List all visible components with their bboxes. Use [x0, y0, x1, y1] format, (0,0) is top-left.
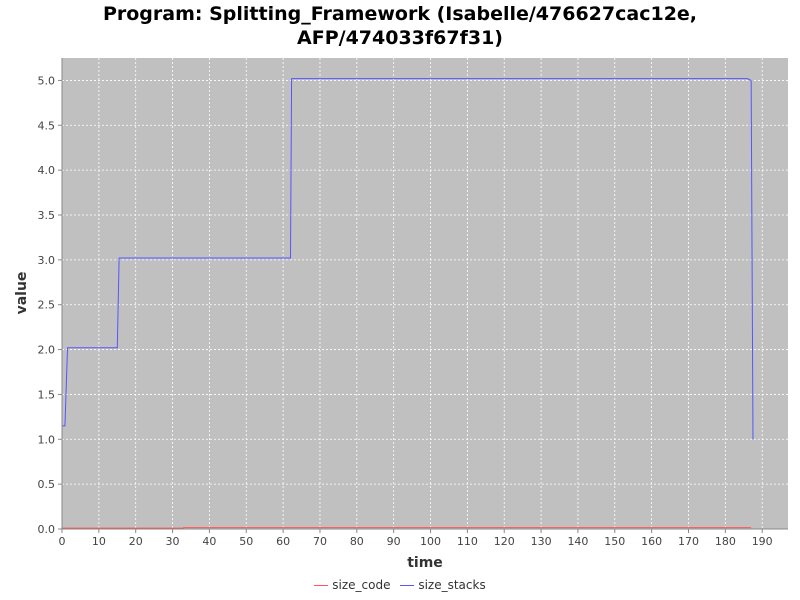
x-tick-label: 0 — [59, 535, 66, 548]
x-tick-label: 180 — [715, 535, 736, 548]
x-tick-label: 60 — [276, 535, 290, 548]
chart-title-line2: AFP/474033f67f31) — [297, 27, 503, 49]
x-tick-label: 90 — [387, 535, 401, 548]
legend-swatch-size-code — [314, 585, 329, 586]
legend-swatch-size-stacks — [400, 585, 415, 586]
x-tick-label: 30 — [166, 535, 180, 548]
x-tick-label: 120 — [494, 535, 515, 548]
x-tick-label: 10 — [92, 535, 106, 548]
x-tick-label: 170 — [678, 535, 699, 548]
y-tick-label: 1.0 — [38, 433, 56, 446]
y-tick-label: 0.5 — [38, 478, 56, 491]
y-tick-label: 1.5 — [38, 388, 56, 401]
legend: size_code size_stacks — [0, 578, 800, 592]
series-line-size-stacks — [62, 78, 754, 440]
x-tick-label: 160 — [641, 535, 662, 548]
y-tick-label: 3.5 — [38, 209, 56, 222]
y-tick-label: 5.0 — [38, 74, 56, 87]
plot-area — [62, 58, 788, 529]
x-tick-label: 190 — [752, 535, 773, 548]
legend-item-size-code: size_code — [314, 578, 391, 592]
y-tick-label: 3.0 — [38, 254, 56, 267]
y-axis-label: value — [14, 272, 30, 315]
legend-item-size-stacks: size_stacks — [400, 578, 486, 592]
legend-label-size-stacks: size_stacks — [418, 578, 486, 592]
chart-title-line1: Program: Splitting_Framework (Isabelle/4… — [102, 3, 698, 25]
y-tick-label: 4.0 — [38, 164, 56, 177]
x-tick-label: 110 — [457, 535, 478, 548]
y-tick-label: 0.0 — [38, 523, 56, 536]
y-tick-label: 4.5 — [38, 119, 56, 132]
series-lines — [62, 78, 754, 529]
legend-label-size-code: size_code — [332, 578, 391, 592]
x-tick-label: 80 — [350, 535, 364, 548]
x-axis-label: time — [407, 555, 443, 571]
x-tick-label: 150 — [604, 535, 625, 548]
x-tick-label: 140 — [567, 535, 588, 548]
x-tick-label: 40 — [202, 535, 216, 548]
x-tick-label: 70 — [313, 535, 327, 548]
axes: 0 10 20 30 40 50 60 70 80 90 100 110 120 130 140 150 160… — [38, 58, 788, 548]
x-tick-label: 50 — [239, 535, 253, 548]
chart-title: Program: Splitting_Framework (Isabelle/4… — [0, 2, 800, 50]
y-tick-label: 2.5 — [38, 299, 56, 312]
y-tick-label: 2.0 — [38, 344, 56, 357]
x-tick-label: 100 — [420, 535, 441, 548]
x-tick-label: 130 — [531, 535, 552, 548]
x-tick-label: 20 — [129, 535, 143, 548]
